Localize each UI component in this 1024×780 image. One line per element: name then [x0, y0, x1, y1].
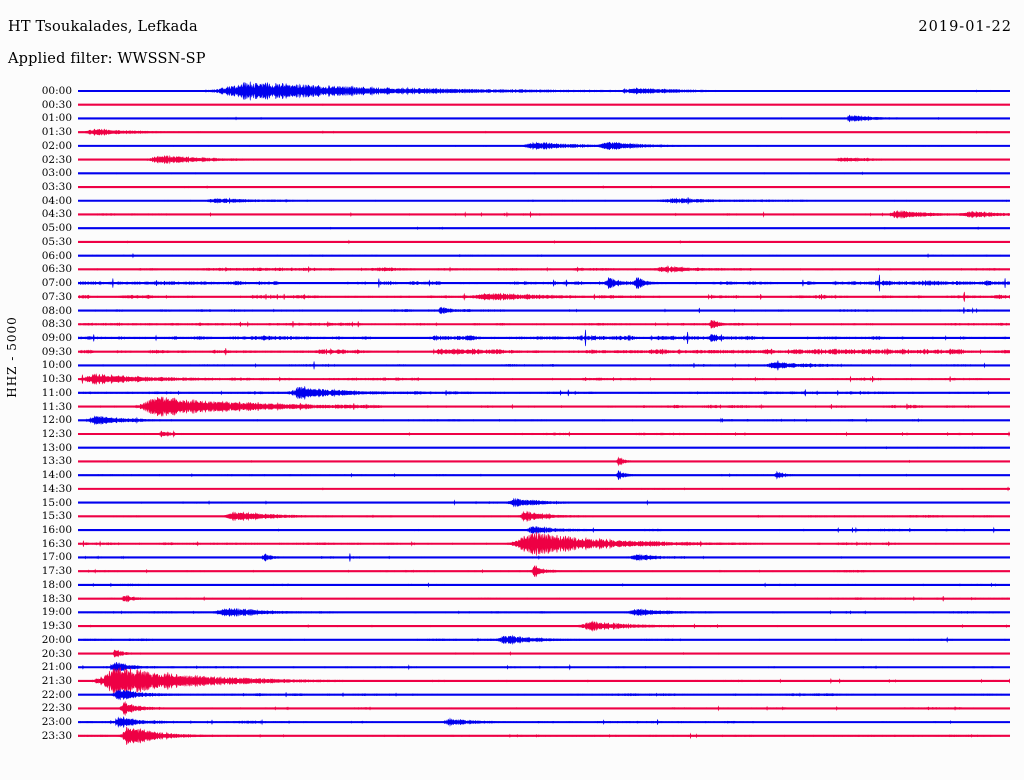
- time-tick-16-00: 16:00: [41, 524, 72, 537]
- time-tick-05-00: 05:00: [41, 222, 72, 235]
- time-tick-14-30: 14:30: [41, 482, 72, 495]
- time-tick-21-30: 21:30: [41, 674, 72, 687]
- time-tick-10-00: 10:00: [41, 359, 72, 372]
- time-tick-05-30: 05:30: [41, 235, 72, 248]
- time-tick-03-00: 03:00: [41, 167, 72, 180]
- time-tick-00-30: 00:30: [41, 98, 72, 111]
- time-tick-06-30: 06:30: [41, 263, 72, 276]
- time-tick-07-30: 07:30: [41, 290, 72, 303]
- time-tick-17-30: 17:30: [41, 565, 72, 578]
- time-tick-09-30: 09:30: [41, 345, 72, 358]
- time-tick-19-30: 19:30: [41, 620, 72, 633]
- filter-label: Applied filter: WWSSN-SP: [8, 51, 206, 67]
- time-tick-13-30: 13:30: [41, 455, 72, 468]
- time-tick-19-00: 19:00: [41, 606, 72, 619]
- time-tick-04-00: 04:00: [41, 194, 72, 207]
- time-tick-01-30: 01:30: [41, 126, 72, 139]
- time-tick-13-00: 13:00: [41, 441, 72, 454]
- seismic-traces: [78, 80, 1010, 780]
- time-tick-17-00: 17:00: [41, 551, 72, 564]
- time-tick-14-00: 14:00: [41, 469, 72, 482]
- time-tick-03-30: 03:30: [41, 181, 72, 194]
- time-tick-04-30: 04:30: [41, 208, 72, 221]
- time-tick-12-30: 12:30: [41, 428, 72, 440]
- time-axis: 00:00 00:30 01:00 01:30 02:00 02:30 03:00 03:30…: [14, 80, 72, 780]
- time-tick-15-00: 15:00: [41, 496, 72, 509]
- time-tick-22-30: 22:30: [41, 702, 72, 715]
- time-tick-06-00: 06:00: [41, 249, 72, 262]
- time-tick-21-00: 21:00: [41, 661, 72, 674]
- time-tick-12-00: 12:00: [41, 414, 72, 427]
- time-tick-08-30: 08:30: [41, 318, 72, 331]
- time-tick-08-00: 08:00: [41, 304, 72, 317]
- time-tick-11-00: 11:00: [41, 386, 72, 399]
- trace-canvas: [78, 81, 1010, 745]
- time-tick-18-30: 18:30: [41, 592, 72, 605]
- time-tick-11-30: 11:30: [41, 400, 72, 413]
- time-tick-16-30: 16:30: [41, 537, 72, 550]
- helicorder-plot: 00:00 00:30 01:00 01:30 02:00 02:30 03:00 03:30…: [0, 80, 1024, 780]
- time-tick-02-00: 02:00: [41, 139, 72, 152]
- time-tick-23-30: 23:30: [41, 729, 72, 742]
- time-tick-20-30: 20:30: [41, 647, 72, 660]
- time-tick-02-30: 02:30: [41, 153, 72, 166]
- time-tick-10-30: 10:30: [41, 373, 72, 386]
- date-label: 2019-01-22: [918, 19, 1012, 35]
- time-tick-01-00: 01:00: [41, 112, 72, 125]
- time-tick-09-00: 09:00: [41, 331, 72, 344]
- time-tick-07-00: 07:00: [41, 277, 72, 290]
- time-tick-15-30: 15:30: [41, 510, 72, 523]
- time-tick-23-00: 23:00: [41, 716, 72, 729]
- page-title: HT Tsoukalades, Lefkada: [8, 19, 198, 35]
- time-tick-18-00: 18:00: [41, 578, 72, 591]
- time-tick-00-00: 00:00: [41, 85, 72, 97]
- time-tick-20-00: 20:00: [41, 633, 72, 646]
- time-tick-22-00: 22:00: [41, 688, 72, 701]
